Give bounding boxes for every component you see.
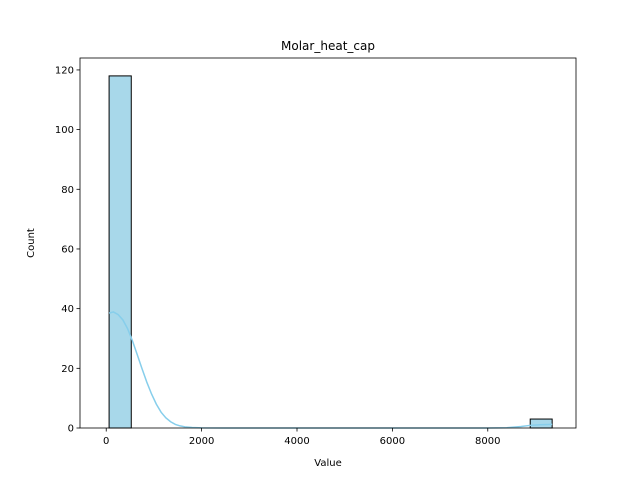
- y-tick-label: 120: [55, 65, 74, 76]
- x-axis-label: Value: [314, 458, 341, 469]
- x-tick-label: 2000: [189, 436, 214, 447]
- x-tick-label: 6000: [380, 436, 405, 447]
- histogram-bars: [108, 75, 553, 429]
- y-tick-label: 0: [68, 424, 74, 435]
- y-tick-label: 60: [61, 244, 74, 255]
- y-tick-label: 40: [61, 304, 74, 315]
- y-tick-label: 100: [55, 125, 74, 136]
- y-tick-label: 20: [61, 364, 74, 375]
- y-tick-label: 80: [61, 185, 74, 196]
- histogram-bar-1: [108, 75, 132, 429]
- y-axis-ticks: 0 20 40 60 80 100 120: [55, 65, 80, 435]
- plot-area-frame: [79, 57, 577, 429]
- x-axis-ticks: 0 2000 4000 6000 8000: [103, 428, 500, 447]
- chart-title: Molar_heat_cap: [281, 39, 375, 53]
- y-axis-label: Count: [26, 228, 37, 258]
- histogram-bar-2: [529, 418, 553, 429]
- x-tick-label: 4000: [284, 436, 309, 447]
- x-tick-label: 8000: [475, 436, 500, 447]
- x-tick-label: 0: [103, 436, 109, 447]
